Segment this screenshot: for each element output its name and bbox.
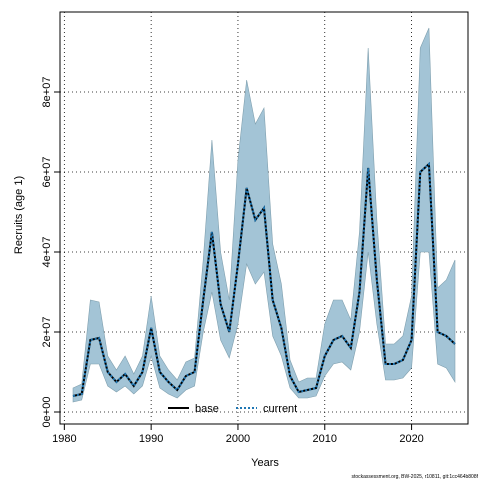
x-axis: 1980 1990 2000 2010 2020 xyxy=(52,424,424,445)
y-tick-label-2: 4e+07 xyxy=(41,237,53,268)
series-line-current xyxy=(72,161,456,397)
y-tick-label-1: 2e+07 xyxy=(41,317,53,348)
x-tick-label-2: 2000 xyxy=(226,433,250,445)
x-tick-label-4: 2020 xyxy=(399,433,423,445)
plot-frame xyxy=(59,11,469,425)
y-tick-label-4: 8e+07 xyxy=(41,77,53,108)
x-tick-label-0: 1980 xyxy=(52,433,76,445)
y-axis: 0e+00 2e+07 4e+07 6e+07 8e+07 xyxy=(41,77,60,428)
y-tick-label-3: 6e+07 xyxy=(41,157,53,188)
legend-label-base: base xyxy=(195,403,219,415)
x-axis-title: Years xyxy=(251,457,279,469)
legend: base current xyxy=(168,403,297,415)
x-tick-label-1: 1990 xyxy=(139,433,163,445)
legend-label-current: current xyxy=(263,403,297,415)
y-axis-title: Recruits (age 1) xyxy=(13,176,25,254)
x-tick-label-3: 2010 xyxy=(313,433,337,445)
y-tick-label-0: 0e+00 xyxy=(41,397,53,428)
footer-text: stockassessment.org, BW-2025, r10811, gi… xyxy=(351,474,478,480)
